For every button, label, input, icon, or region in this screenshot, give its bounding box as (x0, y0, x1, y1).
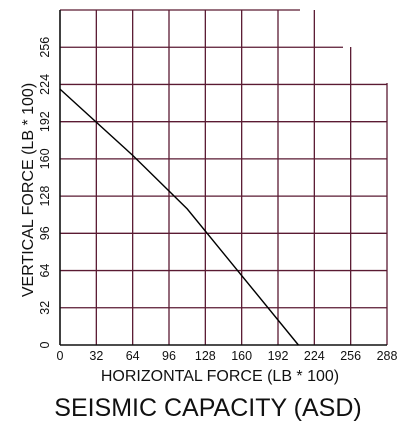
y-tick-labels: 0 32 64 96 128 160 192 224 256 (38, 37, 52, 349)
series-group (59, 88, 299, 346)
chart-title: SEISMIC CAPACITY (ASD) (54, 394, 361, 422)
y-tick-label: 256 (38, 37, 52, 58)
x-tick-label: 64 (126, 349, 140, 363)
y-tick-label: 128 (38, 186, 52, 207)
x-tick-label: 32 (89, 349, 103, 363)
x-tick-labels: 0 32 64 96 128 160 192 224 256 288 (57, 349, 398, 363)
y-tick-label: 160 (38, 148, 52, 169)
x-tick-label: 160 (231, 349, 252, 363)
y-tick-label: 96 (38, 226, 52, 240)
x-tick-label: 128 (195, 349, 216, 363)
x-axis-label: HORIZONTAL FORCE (LB * 100) (101, 368, 339, 385)
axes (59, 10, 387, 346)
x-tick-label: 0 (57, 349, 64, 363)
y-tick-label: 32 (38, 301, 52, 315)
x-tick-label: 288 (377, 349, 398, 363)
y-axis-label: VERTICAL FORCE (LB * 100) (20, 83, 37, 297)
y-tick-label: 224 (38, 74, 52, 95)
x-tick-label: 224 (304, 349, 325, 363)
capacity-line (59, 88, 299, 346)
x-tick-label: 96 (162, 349, 176, 363)
y-tick-label: 64 (38, 264, 52, 278)
grid (60, 9, 388, 345)
x-tick-label: 192 (268, 349, 289, 363)
x-tick-label: 256 (340, 349, 361, 363)
y-tick-label: 192 (38, 111, 52, 132)
y-tick-label: 0 (38, 341, 52, 348)
